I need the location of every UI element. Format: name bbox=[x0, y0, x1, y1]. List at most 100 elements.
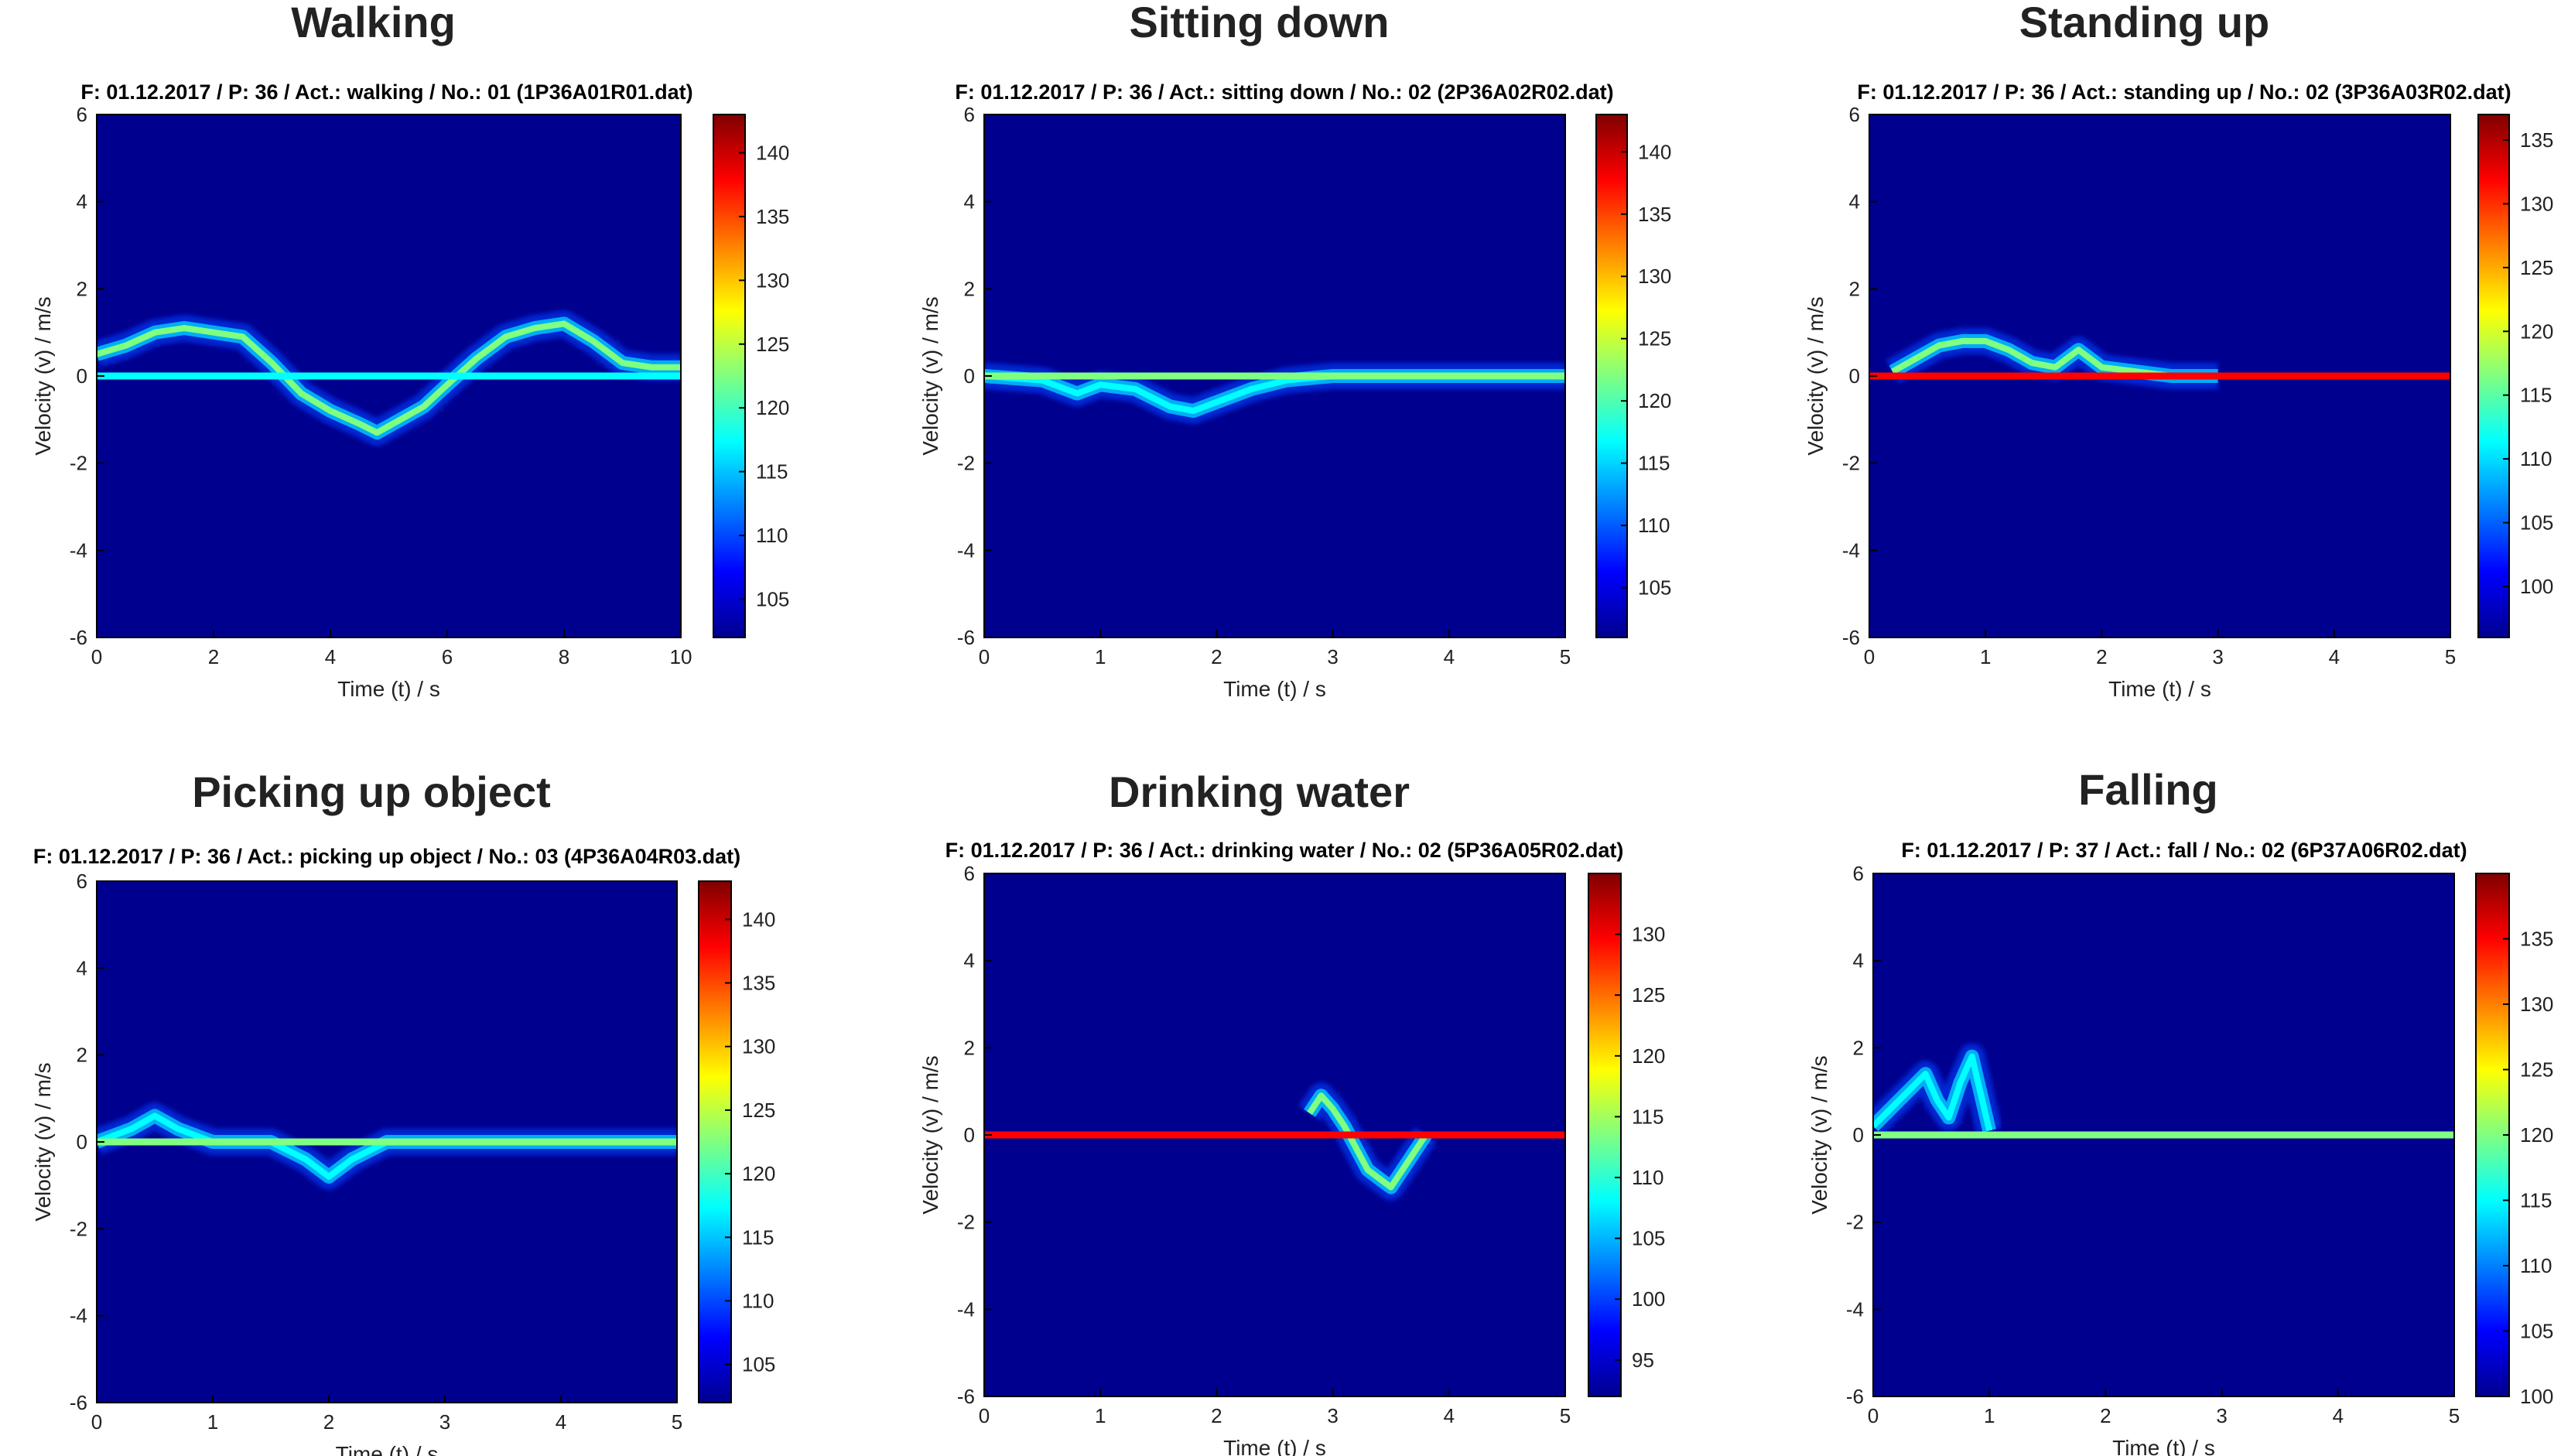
colorbar-tick-label: 105 bbox=[1638, 576, 1671, 600]
panel-title: Picking up object bbox=[192, 767, 551, 816]
x-tick-label: 2 bbox=[208, 645, 219, 668]
x-axis-label: Time (t) / s bbox=[336, 1442, 439, 1456]
y-tick-label: -4 bbox=[1846, 1297, 1864, 1321]
panel-title: Drinking water bbox=[1109, 767, 1410, 816]
y-tick-label: 0 bbox=[964, 1123, 975, 1147]
colorbar-tick-label: 105 bbox=[756, 588, 789, 611]
x-tick-label: 8 bbox=[559, 645, 569, 668]
y-tick-label: -2 bbox=[70, 1217, 87, 1240]
y-tick-label: 4 bbox=[1849, 190, 1860, 214]
colorbar-tick-label: 120 bbox=[742, 1162, 775, 1185]
x-tick-label: 3 bbox=[2212, 645, 2223, 668]
colorbar-tick-label: 120 bbox=[2520, 320, 2553, 343]
colorbar-tick-label: 115 bbox=[742, 1225, 774, 1249]
colorbar-tick-label: 125 bbox=[742, 1099, 775, 1122]
x-axis-label: Time (t) / s bbox=[337, 677, 440, 701]
y-tick-label: 0 bbox=[77, 1130, 87, 1154]
y-tick-label: -2 bbox=[1842, 452, 1860, 475]
y-tick-label: 6 bbox=[1853, 862, 1864, 885]
x-tick-label: 1 bbox=[207, 1410, 218, 1434]
colorbar-tick-label: 120 bbox=[1632, 1044, 1665, 1068]
colorbar-tick-label: 120 bbox=[1638, 389, 1671, 412]
x-tick-label: 0 bbox=[979, 645, 990, 668]
colorbar-tick-label: 110 bbox=[742, 1289, 774, 1312]
x-axis-label: Time (t) / s bbox=[2112, 1436, 2215, 1456]
y-tick-label: -2 bbox=[1846, 1211, 1864, 1234]
panel-4: Picking up object F: 01.12.2017 / P: 36 /… bbox=[31, 767, 775, 1456]
y-tick-label: 4 bbox=[77, 956, 87, 979]
y-tick-label: 2 bbox=[1849, 277, 1860, 300]
y-tick-label: -6 bbox=[70, 626, 87, 649]
y-tick-label: 2 bbox=[77, 277, 87, 300]
y-tick-label: 2 bbox=[1853, 1036, 1864, 1059]
x-tick-label: 3 bbox=[2216, 1404, 2227, 1427]
y-tick-label: -4 bbox=[70, 538, 87, 562]
colorbar-tick-label: 100 bbox=[1632, 1287, 1665, 1311]
panel-5: Drinking water F: 01.12.2017 / P: 36 / Ac… bbox=[918, 767, 1665, 1456]
panel-title: Standing up bbox=[2019, 0, 2270, 46]
x-tick-label: 2 bbox=[323, 1410, 334, 1434]
colorbar-tick-label: 135 bbox=[2520, 928, 2553, 951]
x-tick-label: 4 bbox=[556, 1410, 566, 1434]
x-tick-label: 3 bbox=[1327, 1404, 1338, 1427]
panel-6: Falling F: 01.12.2017 / P: 37 / Act.: fal… bbox=[1807, 765, 2553, 1456]
colorbar-tick-label: 125 bbox=[2520, 1058, 2553, 1082]
panel-2: Sitting down F: 01.12.2017 / P: 36 / Act.… bbox=[918, 0, 1671, 701]
x-tick-label: 5 bbox=[672, 1410, 682, 1434]
colorbar-tick-label: 120 bbox=[2520, 1123, 2553, 1147]
y-tick-label: 2 bbox=[964, 277, 975, 300]
x-axis-label: Time (t) / s bbox=[1223, 1436, 1326, 1456]
panel-3: Standing up F: 01.12.2017 / P: 36 / Act.:… bbox=[1804, 0, 2553, 701]
colorbar-tick-label: 125 bbox=[2520, 256, 2553, 279]
y-axis-label: Velocity (v) / m/s bbox=[31, 1062, 55, 1221]
colorbar-tick-label: 100 bbox=[2520, 575, 2553, 598]
y-tick-label: 6 bbox=[77, 103, 87, 126]
x-tick-label: 2 bbox=[2100, 1404, 2111, 1427]
colorbar-tick-label: 130 bbox=[1638, 265, 1671, 288]
colorbar bbox=[1595, 114, 1628, 638]
y-axis-label: Velocity (v) / m/s bbox=[31, 296, 55, 455]
panel-subtitle: F: 01.12.2017 / P: 36 / Act.: standing u… bbox=[1857, 80, 2511, 104]
x-tick-label: 4 bbox=[1444, 645, 1455, 668]
x-tick-label: 4 bbox=[2333, 1404, 2344, 1427]
panel-subtitle: F: 01.12.2017 / P: 36 / Act.: walking / … bbox=[80, 80, 692, 104]
colorbar-tick-label: 105 bbox=[2520, 1320, 2553, 1343]
colorbar-tick-label: 100 bbox=[2520, 1385, 2553, 1408]
colorbar-tick-label: 115 bbox=[1632, 1105, 1663, 1128]
y-tick-label: -2 bbox=[957, 1211, 975, 1234]
colorbar-tick-label: 105 bbox=[2520, 511, 2553, 535]
x-tick-label: 10 bbox=[670, 645, 692, 668]
colorbar-tick-label: 110 bbox=[1632, 1166, 1663, 1189]
y-axis-label: Velocity (v) / m/s bbox=[1804, 296, 1828, 455]
panel-title: Falling bbox=[2078, 765, 2217, 814]
x-tick-label: 3 bbox=[439, 1410, 450, 1434]
y-tick-label: 6 bbox=[77, 870, 87, 893]
colorbar-tick-label: 130 bbox=[1632, 923, 1665, 946]
panel-title: Walking bbox=[291, 0, 456, 46]
y-tick-label: 4 bbox=[77, 190, 87, 214]
x-tick-label: 0 bbox=[91, 645, 102, 668]
y-tick-label: -4 bbox=[957, 538, 975, 562]
x-tick-label: 1 bbox=[1980, 645, 1991, 668]
colorbar-tick-label: 125 bbox=[1632, 983, 1665, 1007]
panel-subtitle: F: 01.12.2017 / P: 37 / Act.: fall / No.… bbox=[1901, 839, 2467, 862]
panel-subtitle: F: 01.12.2017 / P: 36 / Act.: drinking w… bbox=[945, 839, 1624, 862]
y-tick-label: 2 bbox=[77, 1044, 87, 1067]
y-tick-label: 0 bbox=[77, 364, 87, 388]
y-tick-label: 6 bbox=[964, 103, 975, 126]
y-tick-label: 4 bbox=[1853, 949, 1864, 972]
colorbar-tick-label: 125 bbox=[756, 333, 789, 356]
motion-trace bbox=[97, 320, 681, 436]
x-tick-label: 0 bbox=[1864, 645, 1875, 668]
x-tick-label: 3 bbox=[1327, 645, 1338, 668]
y-tick-label: -6 bbox=[1842, 626, 1860, 649]
colorbar-tick-label: 115 bbox=[1638, 452, 1670, 475]
x-tick-label: 0 bbox=[979, 1404, 990, 1427]
y-tick-label: 0 bbox=[964, 364, 975, 388]
colorbar-tick-label: 120 bbox=[756, 396, 789, 419]
x-tick-label: 0 bbox=[1868, 1404, 1879, 1427]
x-tick-label: 2 bbox=[1211, 645, 1222, 668]
y-tick-label: -4 bbox=[70, 1304, 87, 1328]
x-tick-label: 4 bbox=[2329, 645, 2340, 668]
